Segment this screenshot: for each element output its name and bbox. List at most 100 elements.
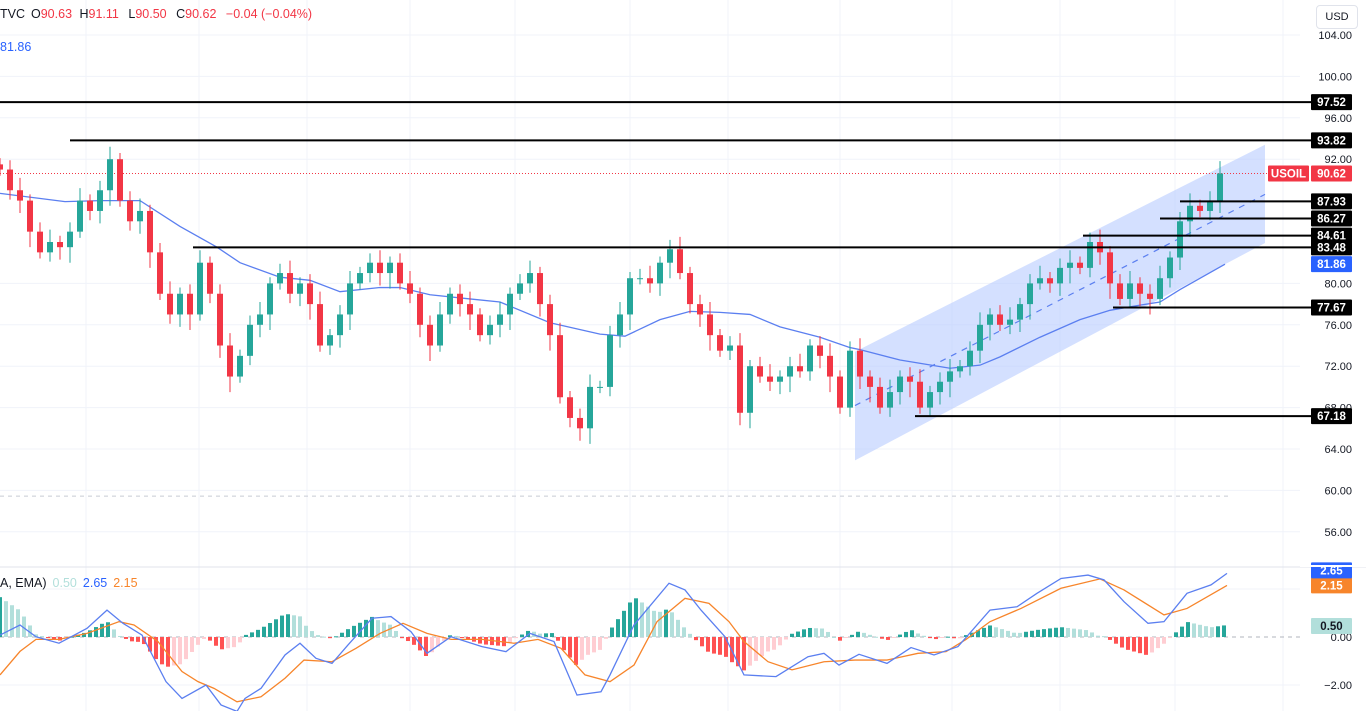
candle — [287, 260, 293, 304]
macd-histogram-bar — [1012, 632, 1016, 637]
macd-histogram-bar — [580, 637, 584, 660]
price-axis-tick: 104.00 — [1318, 30, 1352, 42]
candle-body — [307, 283, 313, 305]
macd-histogram-bar — [508, 637, 512, 643]
macd-histogram-bar — [958, 637, 962, 639]
macd-histogram-bar — [1126, 637, 1130, 650]
ohlc-close: C90.62 — [176, 7, 217, 21]
price-axis-tick: 60.00 — [1324, 485, 1352, 497]
macd-histogram-bar — [652, 610, 656, 637]
level-price-label: 93.82 — [1311, 132, 1352, 149]
macd-histogram-bar — [304, 625, 308, 637]
macd-histogram-bar — [1036, 629, 1040, 637]
candle-body — [277, 273, 283, 284]
macd-histogram-bar — [562, 637, 566, 651]
candle — [937, 372, 943, 405]
macd-histogram-bar — [148, 637, 152, 652]
candle — [157, 243, 163, 300]
macd-histogram-bar — [430, 637, 434, 653]
ema-price-label-bg — [1311, 256, 1352, 273]
macd-histogram-bar — [1150, 637, 1154, 653]
ohlc-high: H91.11 — [79, 7, 119, 21]
candle — [727, 336, 733, 360]
macd-histogram-bar — [262, 626, 266, 637]
candle-body — [487, 324, 493, 336]
candle-body — [87, 200, 93, 211]
macd-histogram-bar — [694, 637, 698, 641]
macd-histogram-bar — [1072, 628, 1076, 637]
macd-histogram-bar — [1084, 630, 1088, 637]
candle-body — [767, 376, 773, 382]
candle-body — [897, 376, 903, 393]
macd-histogram-bar — [1132, 637, 1136, 652]
parallel-channel — [855, 144, 1265, 461]
level-price-label-bg — [1311, 94, 1352, 111]
macd-histogram-bar — [40, 636, 44, 638]
macd-histogram-bar — [1186, 622, 1190, 637]
candle — [207, 256, 213, 304]
macd-histogram-bar — [358, 622, 362, 637]
candle — [117, 152, 123, 207]
last-price-label-bg — [1311, 165, 1352, 182]
macd-histogram-bar — [166, 637, 170, 667]
macd-histogram-bar — [514, 637, 518, 639]
candle — [227, 333, 233, 393]
macd-histogram-bar — [1000, 629, 1004, 637]
candle-body — [707, 314, 713, 336]
macd-histogram-bar — [682, 627, 686, 637]
macd-histogram-bar — [598, 637, 602, 650]
macd-histogram-bar — [346, 629, 350, 637]
macd-histogram-bar — [118, 635, 122, 637]
candle-body — [137, 210, 143, 222]
macd-histogram-bar — [616, 619, 620, 637]
symbol-legend: TVC O90.63 H91.11 L90.50 C90.62 −0.04 (−0… — [0, 7, 318, 21]
candle — [567, 391, 573, 428]
candle — [547, 294, 553, 351]
candle-body — [1177, 221, 1183, 258]
candle-body — [357, 273, 363, 284]
macd-histogram-bar — [136, 637, 140, 642]
candle — [1067, 250, 1073, 284]
candle-body — [1147, 293, 1153, 299]
candle — [137, 198, 143, 234]
candle-body — [77, 200, 83, 232]
candle — [977, 312, 983, 364]
macd-histogram-bar — [274, 619, 278, 637]
candle-body — [237, 355, 243, 377]
candle-body — [1067, 262, 1073, 268]
macd-histogram-bar — [0, 597, 2, 637]
candle — [537, 266, 543, 317]
candle — [377, 250, 383, 286]
macd-histogram-bar — [46, 637, 50, 638]
candle-body — [1037, 278, 1043, 284]
candle-body — [247, 324, 253, 356]
macd-histogram-bar — [214, 637, 218, 646]
candle-body — [337, 314, 343, 336]
macd-histogram-bar — [394, 630, 398, 637]
macd-histogram-bar — [1168, 637, 1172, 639]
macd-histogram-bar — [742, 637, 746, 671]
candle — [697, 294, 703, 327]
candle — [1077, 256, 1083, 275]
candle-body — [1127, 283, 1133, 299]
macd-histogram-bar — [664, 609, 668, 637]
macd-axis-tick: −2.00 — [1324, 680, 1352, 692]
macd-histogram-bar — [16, 609, 20, 637]
macd-histogram-bar — [466, 637, 470, 640]
macd-histogram-bar — [748, 637, 752, 666]
candle-body — [647, 278, 653, 284]
candle-body — [1207, 200, 1213, 211]
candle-body — [817, 345, 823, 356]
macd-histogram-bar — [772, 637, 776, 650]
macd-histogram-bar — [676, 619, 680, 637]
candle-body — [477, 314, 483, 336]
candle — [307, 274, 313, 320]
candle-body — [857, 350, 863, 377]
macd-histogram-bar — [1030, 630, 1034, 637]
candle-body — [517, 283, 523, 294]
candle — [357, 266, 363, 290]
candle-body — [617, 314, 623, 336]
macd-histogram-bar — [646, 606, 650, 637]
currency-button[interactable]: USD — [1316, 5, 1358, 29]
